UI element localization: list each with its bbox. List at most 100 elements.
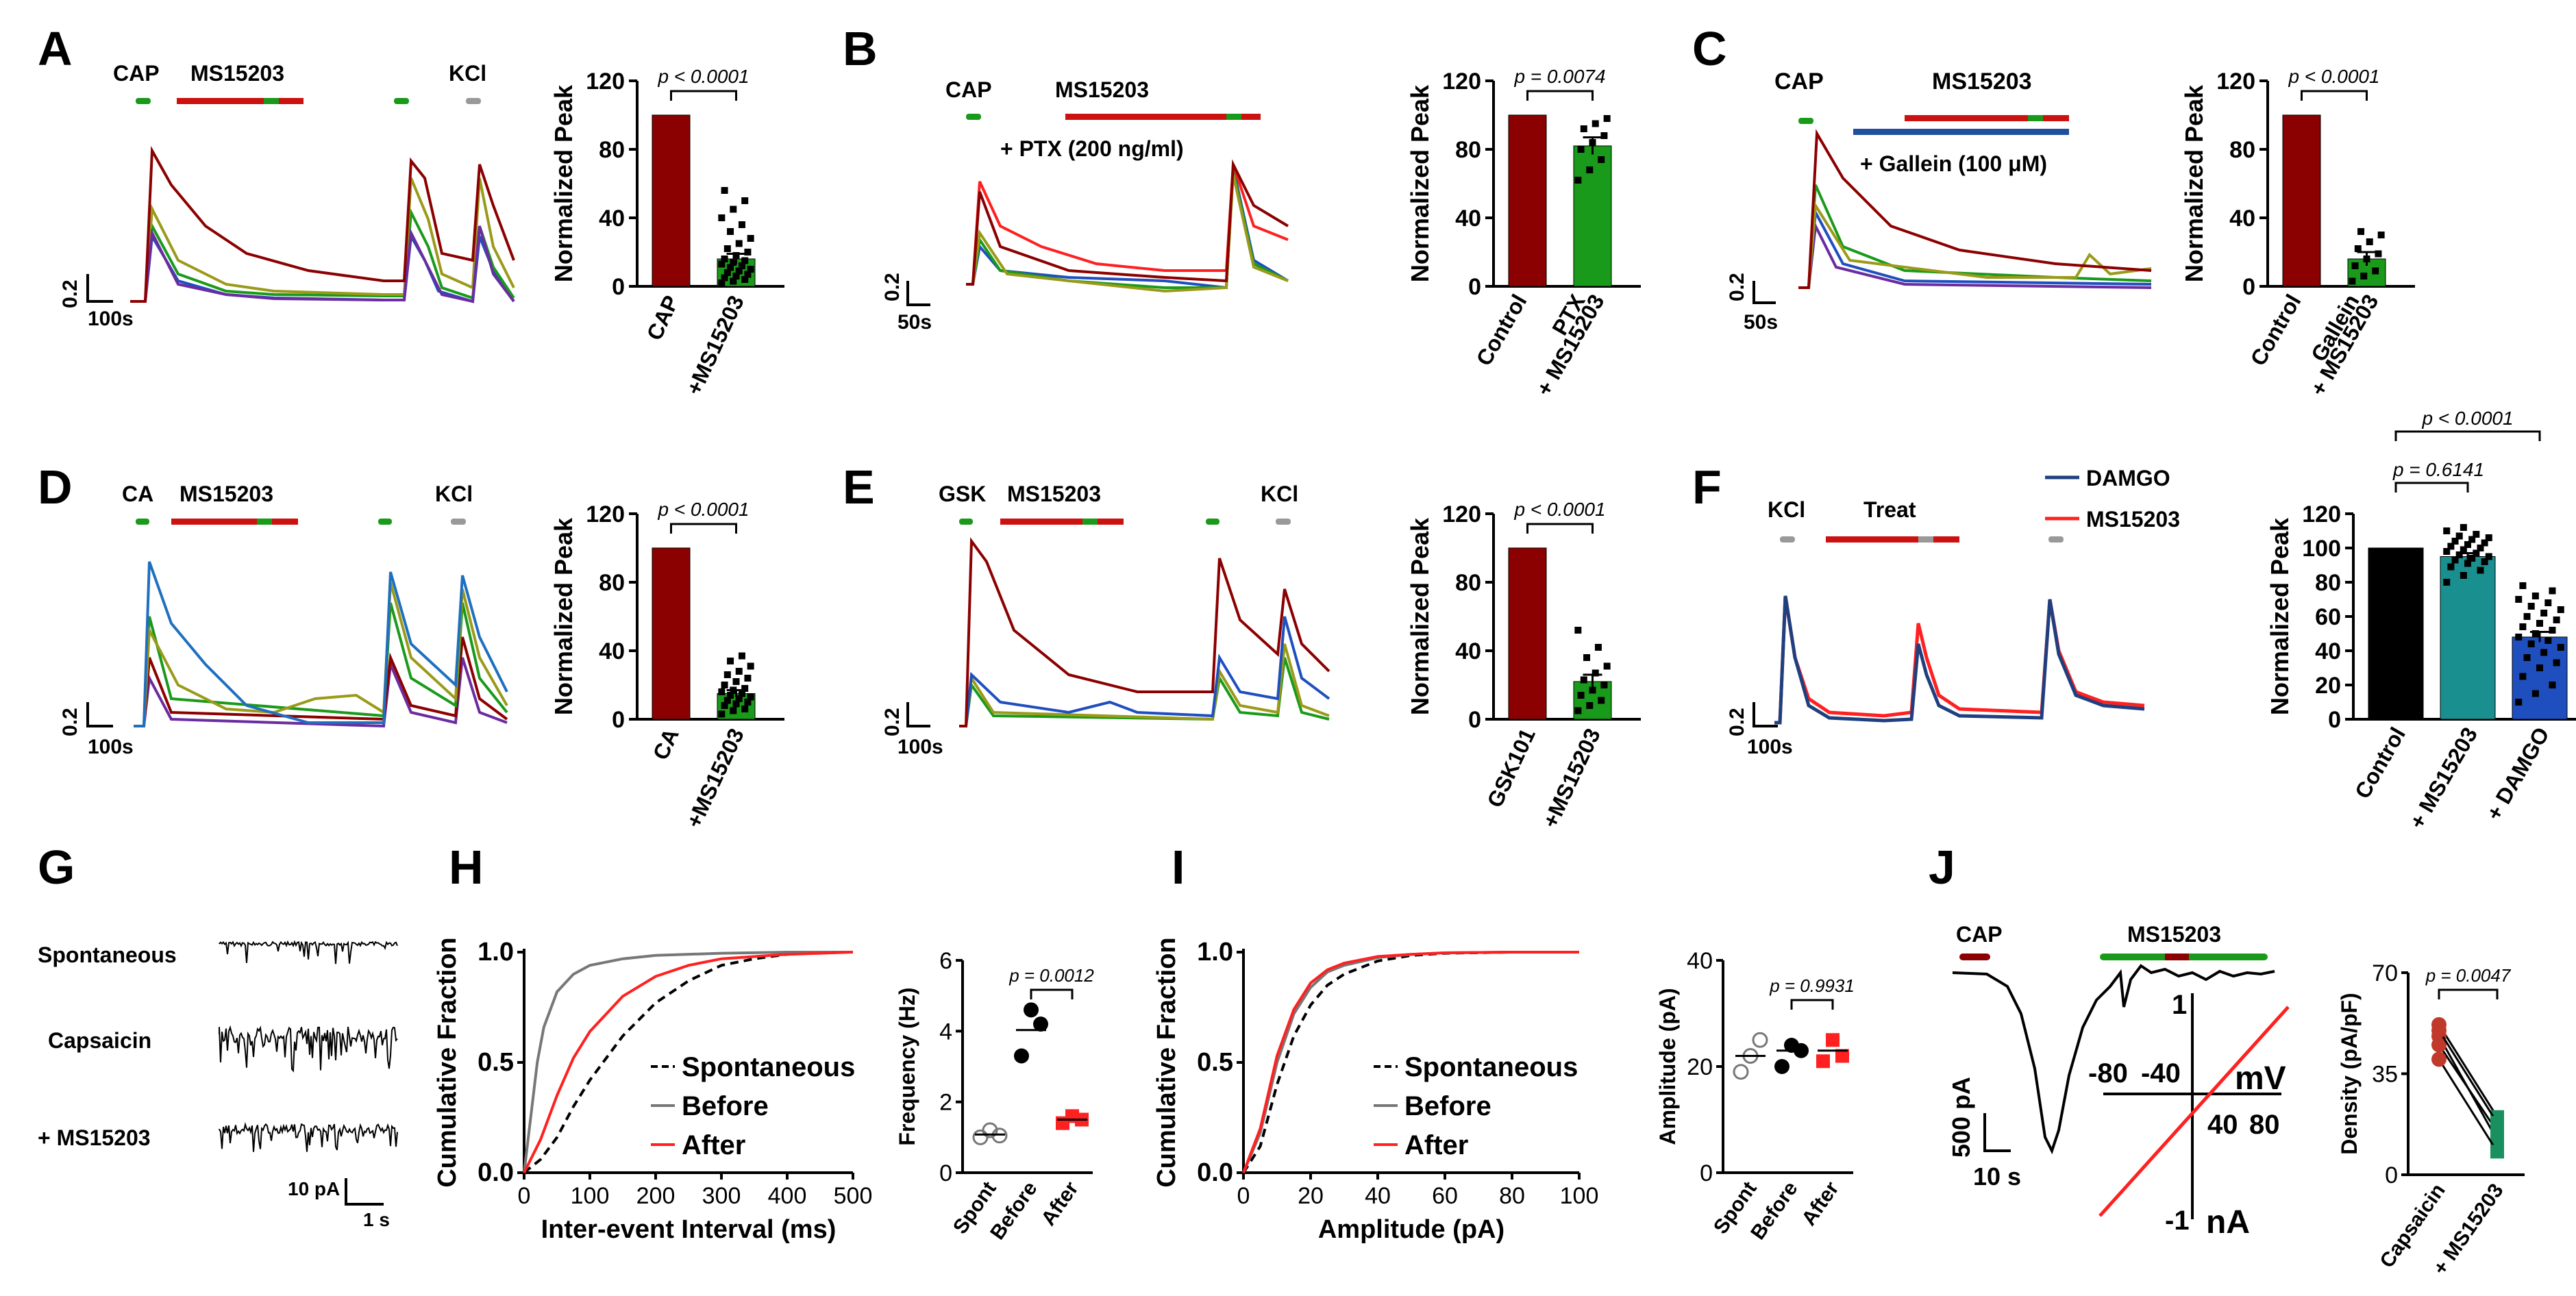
data-point <box>1583 654 1591 661</box>
y-tick-label: 0.5 <box>1197 1048 1233 1077</box>
p-value: p < 0.0001 <box>2421 408 2513 429</box>
scale-y: 0.2 <box>59 708 82 736</box>
data-point <box>730 205 737 213</box>
y-tick-label: 120 <box>1442 501 1481 527</box>
trace <box>966 171 1289 289</box>
bar <box>652 547 691 720</box>
y-tick-label: 0.5 <box>478 1048 514 1077</box>
data-point <box>2451 538 2459 545</box>
iv-tick-40: 40 <box>2207 1110 2238 1140</box>
y-axis-label: Cumulative Fraction <box>433 937 462 1187</box>
data-point <box>735 267 743 275</box>
data-point <box>2431 1023 2447 1038</box>
data-point <box>2431 1037 2447 1053</box>
trace <box>134 561 508 727</box>
scale-x: 50s <box>897 311 932 334</box>
data-point <box>1589 139 1596 146</box>
stim-bar-ms15203 <box>1000 519 1124 525</box>
data-point <box>732 273 740 279</box>
panel-d-traces: CA MS15203 KCl 0.2 100s <box>59 482 508 758</box>
x-tick-label: 400 <box>768 1183 807 1209</box>
data-point <box>727 228 734 235</box>
data-point <box>1600 132 1608 139</box>
data-point <box>2536 620 2543 627</box>
row-label-ms15203: + MS15203 <box>38 1125 151 1150</box>
data-point <box>741 257 749 264</box>
data-point <box>2557 606 2564 613</box>
data-point <box>2447 543 2455 550</box>
category-label: After <box>1037 1177 1083 1230</box>
panel-letter-h: H <box>449 840 484 894</box>
stim-label-cap: CAP <box>1956 922 2003 947</box>
stim-label-cap: CAP <box>113 61 160 86</box>
series-line <box>523 951 854 1173</box>
stim-bar-ms15203 <box>1905 115 2069 121</box>
scale-y: 0.2 <box>1726 708 1748 736</box>
pair-line <box>2438 1024 2499 1118</box>
x-tick-label: 20 <box>1298 1183 1324 1209</box>
scale-y: 0.2 <box>1726 273 1748 301</box>
data-point <box>741 276 749 283</box>
data-point <box>2519 673 2527 680</box>
scale-x: 10 s <box>1973 1162 2021 1191</box>
data-point <box>744 271 752 278</box>
data-point <box>2523 613 2531 620</box>
trace <box>130 225 515 303</box>
current-trace <box>1952 964 2275 1155</box>
y-tick-label: 40 <box>2315 638 2341 664</box>
data-point <box>747 266 754 273</box>
trace <box>966 164 1289 286</box>
y-tick-label: 80 <box>2315 570 2341 596</box>
scale-y: 0.2 <box>881 708 904 736</box>
trace-damgo <box>1774 595 2145 725</box>
cumulative-plot-i: 0 20 40 60 80 100 0.0 0.5 1.0 Amplitude (pA) Cumul… <box>1152 937 1598 1244</box>
data-point <box>1586 702 1594 709</box>
data-point <box>744 675 752 682</box>
data-point <box>1574 177 1582 184</box>
x-axis-label: Amplitude (pA) <box>1318 1215 1504 1244</box>
data-point <box>1589 686 1596 694</box>
p-value: p = 0.0074 <box>1513 66 1605 87</box>
y-tick-label: 120 <box>586 68 625 95</box>
scale-y: 10 pA <box>288 1178 340 1199</box>
data-point <box>723 671 731 678</box>
panel-letter-e: E <box>843 460 875 514</box>
data-point <box>2464 560 2471 567</box>
scale-bar <box>1753 281 1776 304</box>
stim-label-ms15203: MS15203 <box>2127 922 2221 947</box>
bar <box>2282 114 2321 287</box>
y-axis-label: Normalized Peak <box>549 84 578 282</box>
trace <box>130 145 515 303</box>
data-point <box>2531 690 2539 697</box>
traces-f <box>1774 595 2145 725</box>
stim-bar-ms-green <box>257 519 272 525</box>
row-label-spontaneous: Spontaneous <box>38 943 177 967</box>
current-trace <box>219 1025 398 1073</box>
panel-letter-c: C <box>1692 22 1727 75</box>
y-tick-label: 40 <box>1687 948 1713 974</box>
category-label: Control <box>1472 290 1532 371</box>
stim-label-ms15203: MS15203 <box>179 482 273 506</box>
series-line <box>1242 951 1579 1173</box>
data-point <box>2540 610 2548 616</box>
data-point <box>1577 692 1585 699</box>
data-point <box>747 662 754 670</box>
data-point <box>747 693 754 701</box>
stim-bar-cap <box>136 98 151 104</box>
category-label: CAP <box>642 292 684 344</box>
scale-y: 500 pA <box>1947 1077 1975 1158</box>
legend-label-damgo: DAMGO <box>2086 466 2170 490</box>
data-point <box>2377 232 2385 238</box>
legend-label-ms15203: MS15203 <box>2086 507 2180 532</box>
significance-bracket <box>1030 988 1074 999</box>
data-point <box>2523 654 2531 661</box>
panel-a-traces: CAP MS15203 KCl 0.2 100s <box>59 61 515 330</box>
y-tick-label: 35 <box>2372 1062 2398 1088</box>
stim-bar-ms15203 <box>171 519 298 525</box>
data-point <box>721 256 728 262</box>
y-axis-label: Normalized Peak <box>2180 84 2208 282</box>
panel-e-traces: GSK MS15203 KCl 0.2 100s <box>881 482 1330 758</box>
stim-label-ca: CA <box>122 482 153 506</box>
data-point <box>718 260 726 268</box>
panel-g: Spontaneous Capsaicin + MS15203 10 pA 1 … <box>38 940 398 1230</box>
